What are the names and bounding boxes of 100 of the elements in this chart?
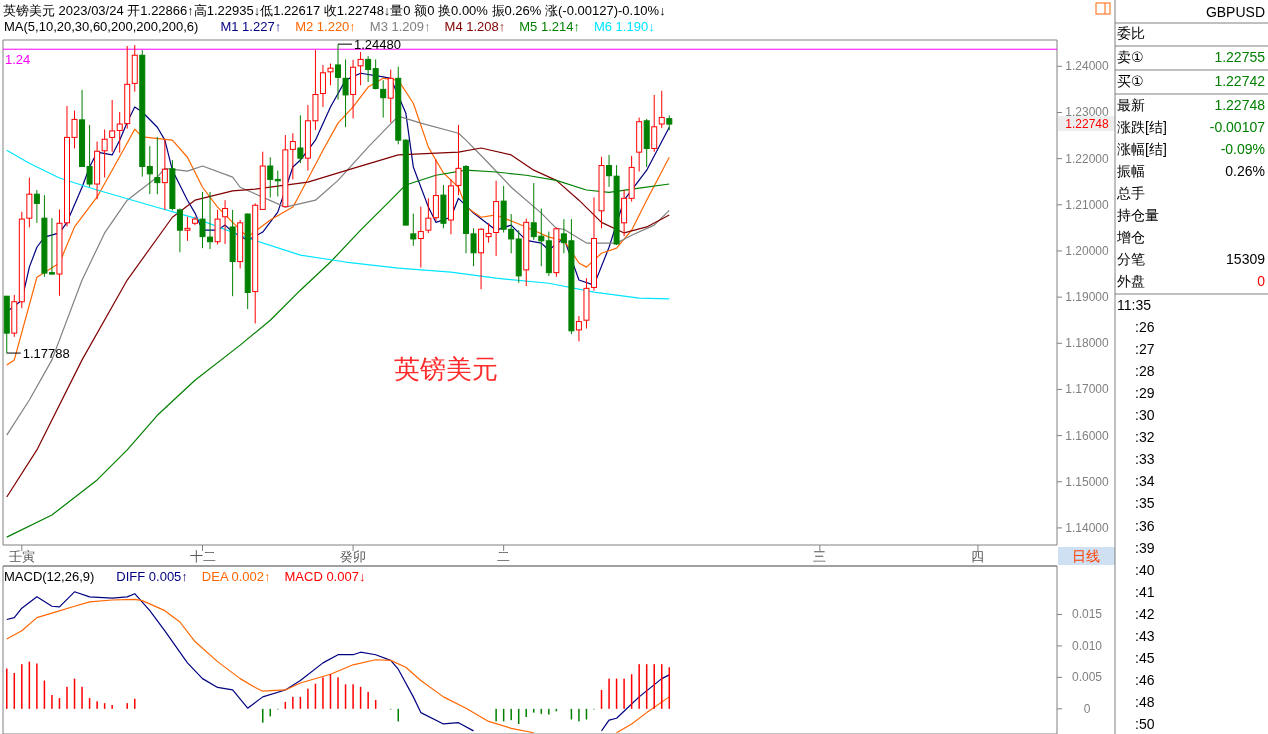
text: :48 — [1135, 693, 1155, 710]
text: :41 — [1135, 583, 1155, 600]
text: :50 — [1135, 715, 1155, 732]
y-tick-label: 0.005 — [1071, 670, 1103, 685]
candlestick — [289, 132, 296, 180]
candlestick — [417, 206, 424, 269]
candlestick — [365, 55, 372, 83]
x-tick-label: 三 — [813, 549, 827, 564]
y-tick-label: 1.23000 — [1065, 105, 1110, 120]
text: :32 — [1135, 429, 1155, 446]
text: :27 — [1135, 341, 1155, 358]
text: :30 — [1135, 407, 1155, 424]
candlestick — [425, 197, 432, 234]
category-label: 涨幅[结] — [1117, 141, 1167, 157]
candlestick — [161, 139, 168, 211]
text: 0.26% — [1225, 163, 1265, 179]
text: :33 — [1135, 451, 1155, 468]
candlestick — [33, 189, 40, 224]
x-tick-label: 壬寅 — [8, 549, 35, 564]
text: :45 — [1135, 649, 1155, 666]
y-tick-label: 1.20000 — [1065, 243, 1110, 258]
y-tick-label: 1.14000 — [1065, 520, 1110, 535]
series-label: DIFF 0.005↑ — [116, 569, 188, 584]
y-tick-label: 0.010 — [1071, 638, 1103, 653]
candlestick — [410, 213, 417, 247]
candlestick — [651, 94, 658, 153]
text: -0.00107 — [1209, 119, 1265, 135]
text: 1.22748 — [1065, 117, 1110, 132]
y-tick-label: 1.21000 — [1065, 197, 1110, 212]
x-tick-label: 四 — [971, 549, 985, 564]
text: DEA 0.002↑ — [201, 569, 271, 584]
candlestick — [297, 114, 304, 164]
text: :43 — [1135, 627, 1155, 644]
text: 日线 — [1072, 548, 1100, 564]
candlestick — [154, 136, 161, 195]
legend-title: MA(5,10,20,30,60,200,200,200,6) — [4, 19, 199, 34]
y-tick-label: 1.22000 — [1065, 151, 1110, 166]
text: :28 — [1135, 363, 1155, 380]
candlestick — [335, 43, 342, 101]
annotation: 英镑美元 — [393, 354, 498, 385]
candlestick — [658, 90, 665, 129]
text: :35 — [1135, 495, 1155, 512]
text: M3 1.209↑ — [369, 19, 431, 34]
y-tick-label: 1.16000 — [1065, 428, 1110, 443]
line-series — [6, 147, 670, 498]
legend-title: MACD(12,26,9) — [4, 569, 95, 584]
candlestick — [184, 216, 191, 242]
annotation: 1.17788 — [22, 346, 70, 362]
y-tick-label: 1.15000 — [1065, 474, 1110, 489]
candlestick — [387, 69, 394, 124]
candlestick — [372, 58, 379, 90]
candlestick — [357, 51, 364, 86]
ref-line-label: 1.24 — [5, 52, 31, 68]
candlestick — [606, 154, 613, 188]
category-label: 涨跌[结] — [1117, 119, 1167, 135]
category-label: 最新 — [1117, 97, 1145, 113]
category-label: 分笔 — [1117, 251, 1145, 267]
text: 0 — [1257, 273, 1265, 289]
text: :26 — [1135, 319, 1155, 336]
y-tick-label: 1.19000 — [1065, 290, 1110, 305]
text: 1.22755 — [1214, 49, 1265, 65]
annotation: 1.24480 — [354, 37, 402, 53]
candlestick — [274, 170, 281, 197]
category-label: 卖① — [1117, 49, 1144, 65]
category-label: 委比 — [1117, 25, 1145, 41]
text: :42 — [1135, 605, 1155, 622]
text: -0.09% — [1220, 141, 1265, 157]
candlestick — [146, 145, 153, 195]
category-label: 增仓 — [1116, 229, 1145, 245]
text: :34 — [1135, 473, 1155, 490]
y-tick-label: 0 — [1083, 701, 1091, 716]
x-tick-label: 十二 — [189, 549, 216, 564]
category-label: 持仓量 — [1117, 207, 1159, 223]
category-label: 买① — [1117, 73, 1144, 89]
candlestick — [575, 315, 582, 342]
x-tick-label: 癸卯 — [340, 549, 367, 564]
text: :40 — [1135, 561, 1155, 578]
text: :39 — [1135, 539, 1155, 556]
candlestick — [109, 99, 116, 153]
text: M2 1.220↑ — [295, 19, 356, 34]
candlestick — [214, 209, 221, 245]
line-series — [6, 115, 670, 436]
y-tick-label: 0.015 — [1071, 607, 1103, 622]
category-label: 总手 — [1116, 185, 1145, 201]
candlestick — [432, 159, 439, 222]
y-tick-label: 1.17000 — [1065, 382, 1110, 397]
candlestick — [380, 79, 387, 119]
candlestick — [342, 58, 349, 128]
y-tick-label: 1.24000 — [1065, 59, 1110, 74]
candlestick — [176, 207, 183, 253]
text: :46 — [1135, 671, 1155, 688]
candlestick — [222, 199, 229, 245]
text: M6 1.190↓ — [593, 19, 655, 34]
candlestick — [101, 129, 108, 179]
x-tick-label: 二 — [497, 549, 511, 564]
text: MACD 0.007↓ — [284, 569, 366, 584]
text: 11:35 — [1117, 297, 1152, 313]
category-label: 外盘 — [1117, 273, 1145, 289]
text: M4 1.208↑ — [444, 19, 506, 34]
category-label: 振幅 — [1117, 163, 1145, 179]
